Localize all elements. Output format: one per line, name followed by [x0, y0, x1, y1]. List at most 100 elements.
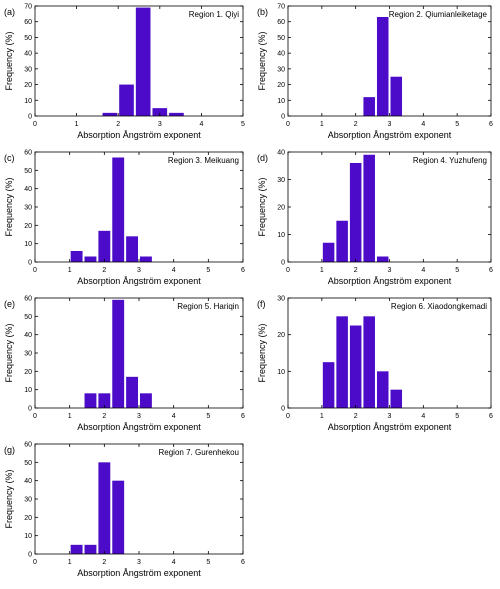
- histogram-bar: [363, 316, 375, 408]
- chart-panel-6: 0 1 2 3 4 5 6 0 10 20 30 (f) Region 6. Xiaodongkemad…: [257, 296, 493, 433]
- x-tick-label: 2: [102, 413, 106, 420]
- histogram-bar: [126, 236, 138, 262]
- histogram-bar: [169, 112, 184, 116]
- y-tick-label: 60: [24, 442, 32, 449]
- histogram-bar: [119, 84, 134, 116]
- histogram-bar: [98, 230, 111, 262]
- y-tick-label: 60: [24, 19, 32, 26]
- y-tick-label: 50: [24, 314, 32, 321]
- histogram-bar: [322, 242, 335, 262]
- panel-label: (g): [4, 445, 15, 455]
- y-tick-label: 50: [24, 168, 32, 175]
- histogram-bar: [363, 97, 375, 116]
- y-tick-label: 30: [24, 205, 32, 212]
- histogram-bar: [322, 362, 335, 408]
- x-tick-label: 0: [33, 413, 37, 420]
- y-tick-label: 0: [28, 114, 32, 121]
- region-title: Region 5. Hariqin: [177, 302, 239, 311]
- y-tick-label: 40: [24, 186, 32, 193]
- histogram-bar: [70, 251, 83, 262]
- x-axis-label: Absorption Ångström exponent: [77, 276, 201, 286]
- y-tick-label: 50: [277, 35, 285, 42]
- x-tick-label: 2: [354, 267, 358, 274]
- x-axis-label: Absorption Ångström exponent: [77, 568, 201, 578]
- y-tick-label: 70: [277, 4, 285, 11]
- y-tick-label: 10: [24, 98, 32, 105]
- x-tick-label: 2: [354, 413, 358, 420]
- x-tick-label: 2: [354, 121, 358, 128]
- histogram-bar: [126, 376, 138, 408]
- y-tick-label: 10: [277, 232, 285, 239]
- y-tick-label: 60: [24, 150, 32, 157]
- chart-panel-4: 0 1 2 3 4 5 6 0 10 20 30 40 (d) Region 4. Yuzhufeng Ab…: [257, 150, 493, 287]
- region-title: Region 2. Qiumianleiketage: [389, 10, 488, 19]
- y-tick-label: 40: [24, 478, 32, 485]
- x-tick-label: 3: [137, 413, 141, 420]
- histogram-bar: [135, 7, 151, 117]
- y-tick-label: 10: [277, 98, 285, 105]
- x-tick-label: 1: [320, 413, 324, 420]
- x-tick-label: 5: [206, 559, 210, 566]
- y-tick-label: 0: [281, 114, 285, 121]
- histogram-bar: [112, 299, 125, 408]
- panel-label: (b): [257, 7, 268, 17]
- y-tick-label: 50: [24, 35, 32, 42]
- x-tick-label: 6: [241, 267, 245, 274]
- histogram-bar: [140, 393, 152, 408]
- y-axis-label: Frequency (%): [4, 177, 14, 236]
- y-tick-label: 50: [24, 460, 32, 467]
- y-tick-label: 30: [277, 66, 285, 73]
- x-tick-label: 0: [286, 121, 290, 128]
- x-tick-label: 5: [206, 413, 210, 420]
- x-tick-label: 6: [489, 267, 493, 274]
- region-title: Region 3. Meikuang: [168, 156, 239, 165]
- x-tick-label: 6: [489, 413, 493, 420]
- y-tick-label: 30: [277, 177, 285, 184]
- histogram-bar: [336, 316, 348, 408]
- x-tick-label: 5: [455, 121, 459, 128]
- plot-frame: [34, 5, 244, 117]
- x-tick-label: 5: [455, 413, 459, 420]
- y-tick-label: 30: [24, 66, 32, 73]
- y-tick-label: 70: [24, 4, 32, 11]
- y-tick-label: 40: [24, 332, 32, 339]
- panel-label: (a): [4, 7, 15, 17]
- histogram-bar: [376, 256, 389, 262]
- panel-label: (e): [4, 299, 15, 309]
- histogram-bar: [336, 220, 348, 262]
- region-title: Region 7. Gurenhekou: [159, 448, 240, 457]
- region-title: Region 6. Xiaodongkemadi: [391, 302, 487, 311]
- x-tick-label: 3: [158, 121, 162, 128]
- x-tick-label: 0: [33, 267, 37, 274]
- histogram-bar: [112, 157, 125, 262]
- x-tick-label: 1: [68, 413, 72, 420]
- x-tick-label: 4: [172, 559, 176, 566]
- histogram-bar: [112, 480, 125, 554]
- y-tick-label: 30: [24, 497, 32, 504]
- histogram-bar: [390, 76, 403, 116]
- y-axis-label: Frequency (%): [4, 323, 14, 382]
- x-tick-label: 0: [33, 559, 37, 566]
- plot-frame: [34, 151, 244, 263]
- panel-label: (f): [257, 299, 266, 309]
- histogram-bar: [349, 163, 362, 262]
- x-tick-label: 1: [68, 559, 72, 566]
- histogram-bar: [84, 544, 97, 554]
- x-tick-label: 5: [206, 267, 210, 274]
- y-tick-label: 30: [24, 351, 32, 358]
- x-tick-label: 3: [388, 413, 392, 420]
- histogram-bar: [376, 17, 389, 116]
- y-tick-label: 30: [277, 296, 285, 303]
- x-tick-label: 6: [241, 559, 245, 566]
- x-tick-label: 5: [241, 121, 245, 128]
- y-tick-label: 60: [24, 296, 32, 303]
- panel-label: (d): [257, 153, 268, 163]
- x-axis-label: Absorption Ångström exponent: [77, 130, 201, 140]
- y-tick-label: 60: [277, 19, 285, 26]
- x-tick-label: 2: [116, 121, 120, 128]
- histogram-bar: [363, 154, 375, 262]
- x-tick-label: 2: [102, 559, 106, 566]
